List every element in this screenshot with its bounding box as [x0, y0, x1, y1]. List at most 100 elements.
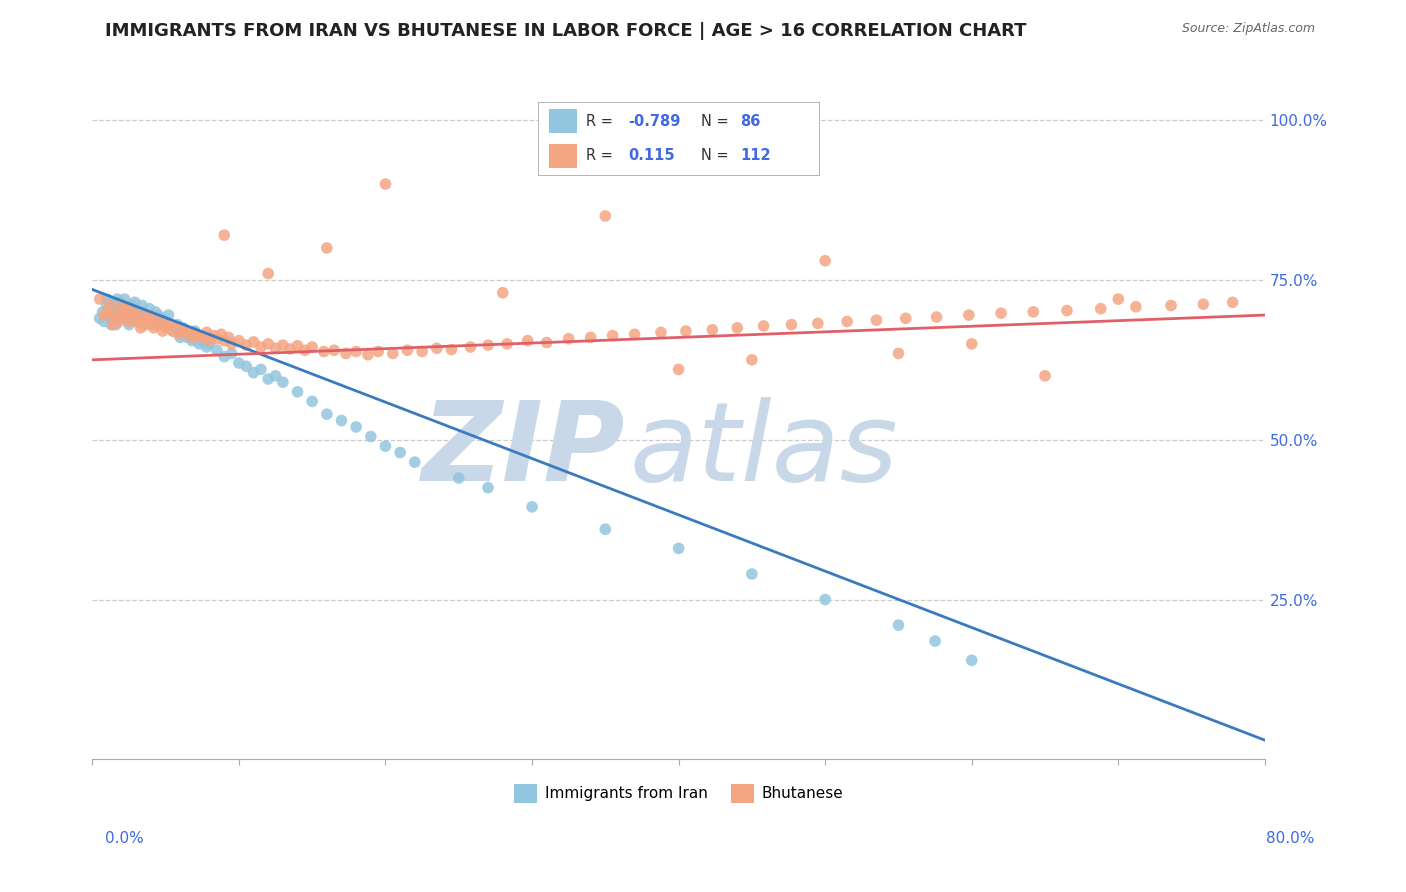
Point	[301, 394, 323, 409]
Point	[103, 311, 125, 326]
Point	[101, 318, 124, 332]
Point	[287, 339, 309, 353]
Point	[741, 566, 763, 581]
Point	[165, 321, 187, 335]
Point	[960, 653, 983, 667]
Point	[602, 328, 624, 343]
Text: atlas: atlas	[630, 397, 898, 504]
Point	[780, 318, 803, 332]
Point	[894, 311, 917, 326]
Point	[162, 324, 184, 338]
Text: 80.0%: 80.0%	[1267, 831, 1315, 846]
Point	[477, 481, 499, 495]
Text: Source: ZipAtlas.com: Source: ZipAtlas.com	[1181, 22, 1315, 36]
Point	[129, 305, 152, 319]
Point	[496, 336, 519, 351]
Point	[131, 298, 153, 312]
Point	[287, 384, 309, 399]
Point	[579, 330, 602, 344]
Point	[96, 298, 118, 312]
Point	[228, 334, 250, 348]
Point	[250, 362, 273, 376]
Point	[176, 330, 198, 344]
Point	[105, 292, 128, 306]
Point	[924, 634, 946, 648]
Point	[115, 301, 138, 316]
Point	[725, 321, 748, 335]
Point	[122, 311, 145, 326]
Point	[814, 253, 837, 268]
Point	[212, 228, 235, 243]
Text: IMMIGRANTS FROM IRAN VS BHUTANESE IN LABOR FORCE | AGE > 16 CORRELATION CHART: IMMIGRANTS FROM IRAN VS BHUTANESE IN LAB…	[105, 22, 1026, 40]
Point	[162, 324, 184, 338]
Point	[114, 308, 136, 322]
Point	[212, 350, 235, 364]
Point	[195, 326, 218, 340]
Point	[97, 308, 120, 322]
Point	[191, 334, 214, 348]
Point	[122, 305, 145, 319]
Point	[221, 336, 243, 351]
Point	[143, 311, 166, 326]
Point	[228, 356, 250, 370]
Point	[191, 330, 214, 344]
Point	[404, 455, 426, 469]
Point	[460, 340, 482, 354]
Point	[98, 305, 121, 319]
Point	[1033, 368, 1056, 383]
Point	[960, 336, 983, 351]
Point	[396, 343, 419, 358]
Point	[112, 305, 135, 319]
Point	[668, 541, 690, 556]
Point	[477, 338, 499, 352]
Point	[887, 618, 910, 632]
Point	[148, 308, 170, 322]
Point	[1125, 300, 1147, 314]
Point	[536, 335, 558, 350]
Point	[121, 298, 143, 312]
Point	[218, 330, 240, 344]
Point	[104, 318, 127, 332]
Point	[166, 318, 188, 332]
Point	[887, 346, 910, 360]
Point	[118, 318, 141, 332]
Point	[381, 346, 404, 360]
Point	[242, 334, 264, 349]
Point	[623, 327, 645, 342]
Point	[374, 177, 396, 191]
Point	[112, 305, 135, 319]
Point	[257, 336, 280, 351]
Point	[107, 314, 129, 328]
Point	[1192, 297, 1215, 311]
Point	[184, 324, 207, 338]
Point	[865, 313, 887, 327]
Point	[426, 341, 449, 355]
Point	[990, 306, 1012, 320]
Point	[957, 308, 980, 322]
Point	[264, 368, 287, 383]
Text: 0.0%: 0.0%	[105, 831, 145, 846]
Point	[294, 343, 316, 358]
Point	[115, 311, 138, 326]
Point	[101, 301, 124, 316]
Point	[278, 342, 301, 356]
Point	[205, 343, 228, 358]
Point	[143, 305, 166, 319]
Point	[814, 592, 837, 607]
Point	[155, 321, 177, 335]
Point	[492, 285, 515, 300]
Point	[702, 323, 724, 337]
Point	[100, 295, 122, 310]
Point	[148, 318, 170, 332]
Point	[107, 305, 129, 319]
Point	[96, 292, 118, 306]
Point	[169, 323, 191, 337]
Point	[139, 314, 162, 328]
Point	[1222, 295, 1244, 310]
Point	[221, 346, 243, 360]
Point	[344, 344, 367, 359]
Point	[155, 318, 177, 332]
Point	[374, 439, 396, 453]
Point	[675, 324, 697, 338]
Point	[301, 340, 323, 354]
